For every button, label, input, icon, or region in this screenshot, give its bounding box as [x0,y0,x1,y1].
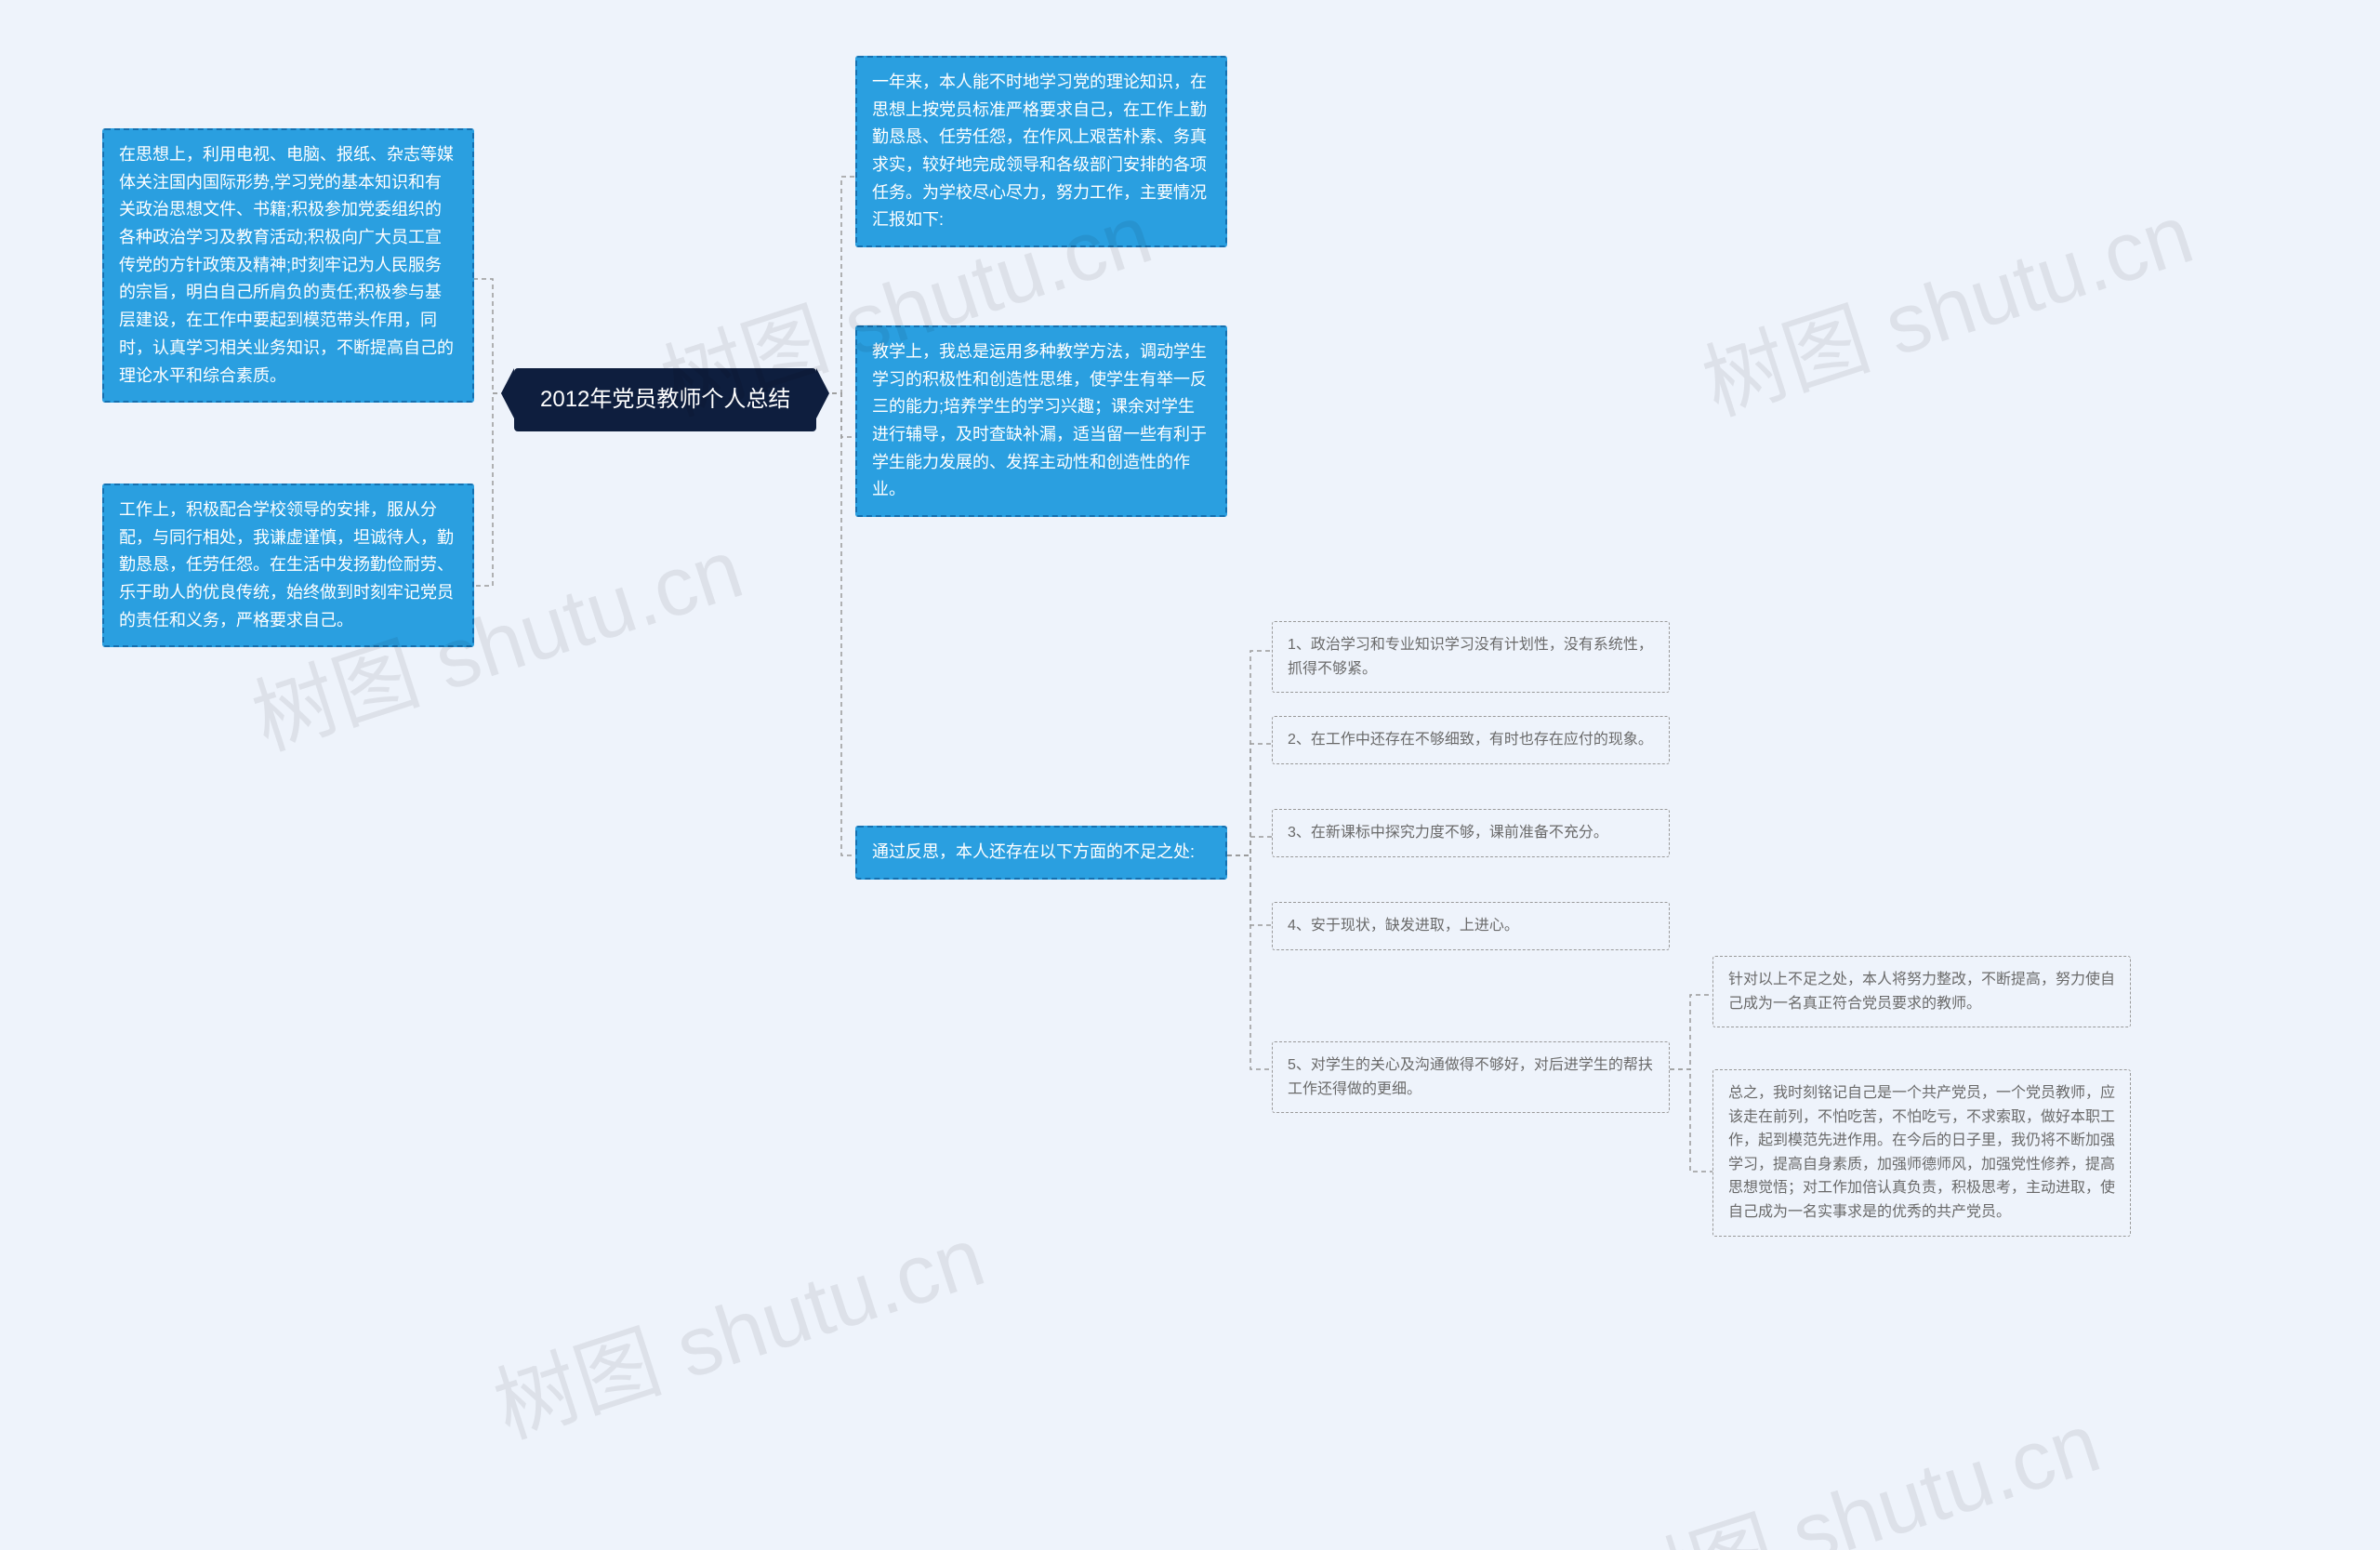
right-node-R2[interactable]: 教学上，我总是运用多种教学方法，调动学生学习的积极性和创造性思维，使学生有举一反… [855,325,1227,517]
connector-line [832,393,855,437]
connector-line [1227,837,1272,855]
sub-node-G5[interactable]: 5、对学生的关心及沟通做得不够好，对后进学生的帮扶工作还得做的更细。 [1272,1041,1670,1113]
watermark: 树图 shutu.cn [1593,1375,2112,1550]
connector-line [832,177,855,393]
connector-line [1227,855,1272,925]
sub-node-G2[interactable]: 2、在工作中还存在不够细致，有时也存在应付的现象。 [1272,716,1670,764]
sub-node-G4[interactable]: 4、安于现状，缺发进取，上进心。 [1272,902,1670,950]
right-node-R1[interactable]: 一年来，本人能不时地学习党的理论知识，在思想上按党员标准严格要求自己，在工作上勤… [855,56,1227,247]
watermark: 树图 shutu.cn [1686,166,2205,438]
connector-line [1670,995,1712,1069]
connector-line [832,393,855,855]
connector-line [1670,1069,1712,1172]
root-node[interactable]: 2012年党员教师个人总结 [514,368,816,431]
connector-line [474,393,514,586]
left-node-L2[interactable]: 工作上，积极配合学校领导的安排，服从分配，与同行相处，我谦虚谨慎，坦诚待人，勤勤… [102,484,474,647]
left-node-L1[interactable]: 在思想上，利用电视、电脑、报纸、杂志等媒体关注国内国际形势,学习党的基本知识和有… [102,128,474,403]
leaf-node-G5b[interactable]: 总之，我时刻铭记自己是一个共产党员，一个党员教师，应该走在前列，不怕吃苦，不怕吃… [1712,1069,2131,1237]
connector-line [1227,651,1272,855]
right-node-R3[interactable]: 通过反思，本人还存在以下方面的不足之处: [855,826,1227,880]
connector-line [1227,855,1272,1069]
sub-node-G1[interactable]: 1、政治学习和专业知识学习没有计划性，没有系统性，抓得不够紧。 [1272,621,1670,693]
sub-node-G3[interactable]: 3、在新课标中探究力度不够，课前准备不充分。 [1272,809,1670,857]
watermark: 树图 shutu.cn [477,1189,997,1461]
leaf-node-G5a[interactable]: 针对以上不足之处，本人将努力整改，不断提高，努力使自己成为一名真正符合党员要求的… [1712,956,2131,1027]
connector-line [1227,744,1272,855]
